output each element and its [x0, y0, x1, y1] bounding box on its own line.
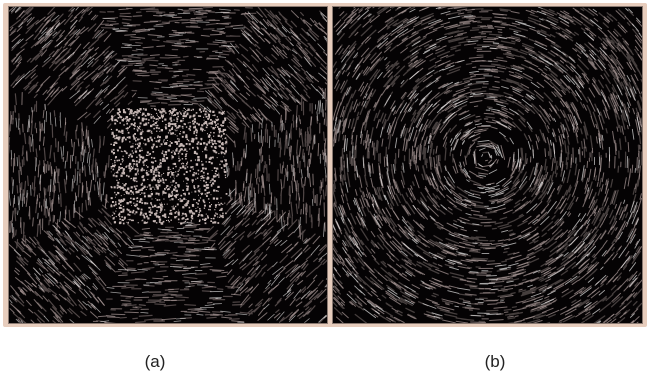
caption-b: (b) — [484, 352, 506, 371]
panel-a-octagonal-flow — [8, 6, 328, 324]
octagonal-flow-texture — [9, 7, 327, 323]
panel-b-vortex-flow — [332, 6, 643, 324]
caption-a: (a) — [144, 352, 166, 371]
vortex-flow-texture — [333, 7, 642, 323]
